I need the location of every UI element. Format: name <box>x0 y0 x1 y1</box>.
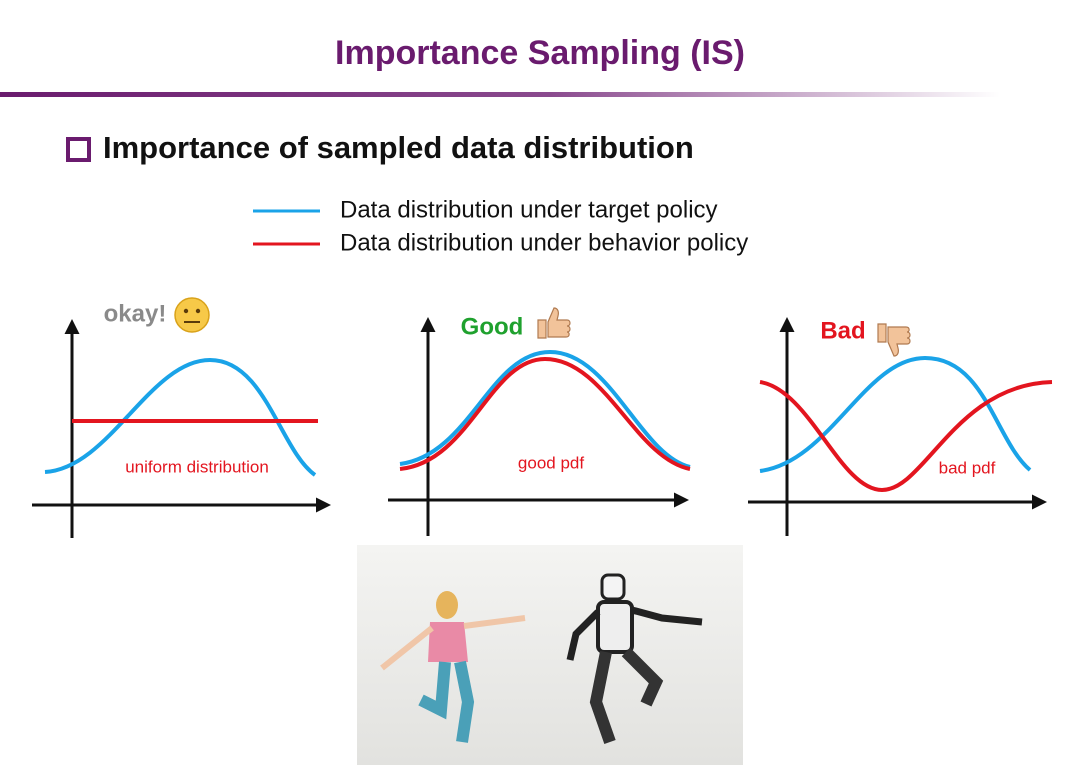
girl-figure <box>380 591 526 743</box>
behavior-curve <box>759 380 1053 493</box>
emoji-eye <box>183 308 189 314</box>
curve-label: uniform distribution <box>125 457 269 476</box>
emoji-neutral <box>174 297 210 333</box>
photo <box>357 545 743 765</box>
bullet-text: Importance of sampled data distribution <box>103 130 694 165</box>
panel-good: good pdf Good <box>388 307 691 536</box>
target-curve <box>759 355 1032 473</box>
photo-background <box>357 545 743 765</box>
verdict: Bad <box>820 317 865 344</box>
bullet-box <box>66 137 91 162</box>
behavior-curve <box>399 356 691 471</box>
panel-okay: uniform distribution okay! <box>32 297 331 538</box>
curve-label: bad pdf <box>939 458 996 477</box>
curve-label: good pdf <box>518 453 584 472</box>
legend-label: Data distribution under target policy <box>340 196 718 223</box>
legend-label: Data distribution under behavior policy <box>340 229 748 256</box>
thumbs-down <box>877 323 911 357</box>
title: Importance Sampling (IS) <box>335 34 745 72</box>
verdict: Good <box>461 313 524 340</box>
target-curve <box>399 349 691 469</box>
panel-bad: bad pdf Bad <box>748 317 1053 536</box>
robot-figure <box>566 573 703 744</box>
thumbs-up <box>537 307 571 339</box>
emoji-eye <box>195 308 201 314</box>
verdict: okay! <box>104 300 167 327</box>
target-curve <box>44 357 317 477</box>
title-rule <box>0 92 1000 97</box>
